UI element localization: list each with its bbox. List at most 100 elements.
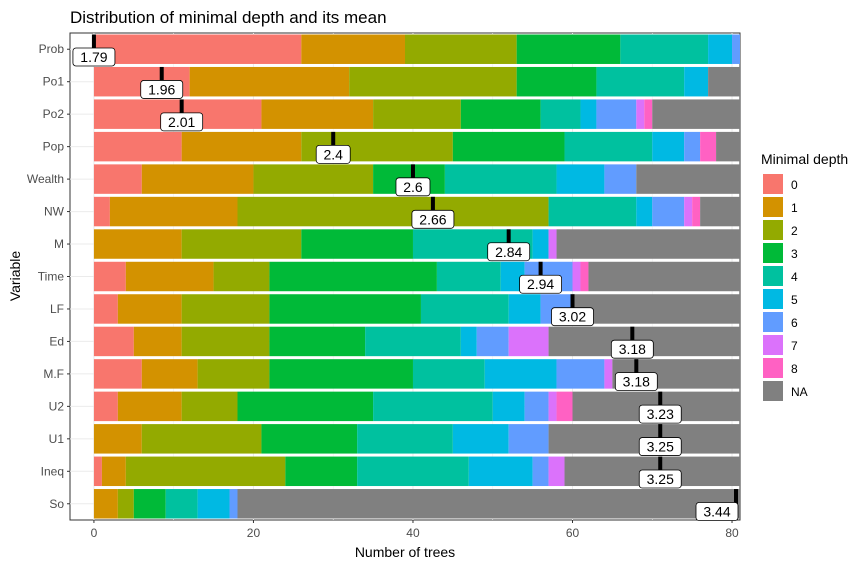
bar-segment-u1-depth-4	[357, 424, 453, 454]
bar-segment-u1-depth-5	[452, 424, 509, 454]
bar-segment-m-f-depth-5	[484, 359, 557, 389]
bar-segment-m-depth-3	[301, 229, 413, 259]
bar-segment-time-depth-1	[125, 261, 214, 292]
bar-segment-prob-depth-5	[708, 34, 733, 64]
legend-label-4: 4	[791, 270, 798, 284]
bar-segment-ineq-depth-1	[101, 456, 126, 487]
bar-segment-ineq-depth-6	[532, 456, 549, 487]
bar-segment-lf-depth-0	[93, 294, 118, 324]
bar-segment-u2-depth-6	[524, 391, 549, 422]
legend-label-5: 5	[791, 293, 798, 307]
bar-segment-m-f-depth-7	[604, 359, 613, 389]
y-tick-label: U2	[49, 399, 65, 413]
bar-segment-u2-depth-4	[373, 391, 493, 422]
legend-swatch-3	[763, 243, 783, 263]
y-axis-title: Variable	[7, 251, 23, 302]
bar-segment-nw-depth-8	[692, 196, 701, 227]
x-axis-ticks: 0 20 40 60 80	[91, 520, 739, 540]
bar-segment-wealth-depth-6	[604, 164, 637, 194]
mean-label: 2.6	[403, 179, 423, 195]
legend-label-1: 1	[791, 201, 798, 215]
x-axis-title: Number of trees	[355, 544, 455, 560]
bar-segment-time-depth-7	[572, 261, 581, 292]
bar-segment-wealth-depth-na	[636, 164, 740, 194]
bar-segment-m-f-depth-4	[412, 359, 485, 389]
mean-label: 3.25	[647, 471, 674, 487]
x-tick-label: 40	[406, 526, 420, 540]
bar-segment-ed-depth-2	[181, 326, 270, 357]
bar-segment-po1-depth-1	[189, 66, 350, 97]
bar-segment-lf-depth-3	[269, 294, 421, 324]
mean-label-box	[315, 144, 351, 164]
bar-segment-ineq-depth-3	[285, 456, 358, 487]
bar-segment-ed-depth-4	[365, 326, 461, 357]
mean-label-box	[551, 307, 594, 327]
bar-segment-m-f-depth-6	[556, 359, 605, 389]
bar-segment-ineq-depth-7	[548, 456, 565, 487]
legend: Minimal depth 0 1 2 3 4 5 6 7 8 NA	[761, 151, 848, 401]
bar-segment-po1-depth-2	[349, 66, 517, 97]
bar-segment-time-depth-8	[580, 261, 589, 292]
bar-segment-time-depth-2	[213, 261, 270, 292]
bar-segment-u2-depth-0	[93, 391, 118, 422]
bar-segment-po2-depth-1	[261, 99, 374, 129]
legend-label-na: NA	[791, 385, 808, 399]
bar-segment-ineq-depth-4	[357, 456, 469, 487]
bar-segment-m-depth-na	[556, 229, 740, 259]
bar-segment-lf-depth-5	[508, 294, 541, 324]
bar-segment-time-depth-5	[500, 261, 525, 292]
bar-segment-wealth-depth-2	[253, 164, 374, 194]
mean-label: 3.23	[647, 406, 674, 422]
bar-segment-ed-depth-5	[460, 326, 477, 357]
bar-segment-pop-depth-1	[181, 131, 302, 162]
mean-label: 2.66	[419, 211, 446, 227]
legend-swatch-2	[763, 220, 783, 240]
legend-swatch-6	[763, 312, 783, 332]
legend-swatch-5	[763, 289, 783, 309]
chart-title: Distribution of minimal depth and its me…	[70, 8, 387, 27]
bar-segment-nw-depth-7	[684, 196, 693, 227]
bar-segment-ed-depth-7	[508, 326, 549, 357]
x-tick-label: 20	[247, 526, 261, 540]
legend-swatch-1	[763, 197, 783, 217]
bar-segment-po1-depth-5	[684, 66, 709, 97]
bar-segment-time-depth-3	[269, 261, 437, 292]
y-tick-label: M.F	[43, 367, 64, 381]
bar-segment-m-depth-2	[181, 229, 302, 259]
bar-segment-ineq-depth-5	[468, 456, 533, 487]
x-tick-label: 60	[566, 526, 580, 540]
bar-segment-ed-depth-1	[133, 326, 182, 357]
bar-segment-time-depth-0	[93, 261, 126, 292]
bar-segment-lf-depth-1	[117, 294, 182, 324]
bar-segment-po2-depth-7	[636, 99, 645, 129]
bar-segment-wealth-depth-0	[93, 164, 142, 194]
bar-segment-time-depth-4	[436, 261, 501, 292]
y-tick-label: U1	[49, 432, 65, 446]
bar-segment-lf-depth-na	[572, 294, 740, 324]
y-tick-label: Po1	[43, 75, 65, 89]
y-tick-label: Time	[38, 270, 65, 284]
bar-segment-po2-depth-3	[460, 99, 541, 129]
bar-segment-po2-depth-4	[540, 99, 581, 129]
bar-segment-m-depth-1	[93, 229, 182, 259]
bar-segment-time-depth-na	[588, 261, 740, 292]
y-tick-label: Ed	[49, 334, 64, 348]
bar-segment-prob-depth-0	[93, 34, 302, 64]
mean-label: 2.84	[495, 244, 522, 260]
bar-segment-prob-depth-2	[405, 34, 517, 64]
mean-label: 2.01	[168, 114, 195, 130]
bar-segment-lf-depth-2	[181, 294, 270, 324]
bar-segment-ed-depth-0	[93, 326, 134, 357]
bar-segment-so-depth-2	[117, 489, 134, 519]
bar-segment-so-depth-6	[229, 489, 238, 519]
bar-segment-pop-depth-8	[700, 131, 717, 162]
legend-label-7: 7	[791, 339, 798, 353]
bar-segment-pop-depth-5	[652, 131, 685, 162]
bar-segment-u2-depth-1	[117, 391, 182, 422]
bar-segment-po2-depth-2	[373, 99, 461, 129]
bar-segment-ineq-depth-2	[125, 456, 286, 487]
bar-segment-u2-depth-5	[492, 391, 525, 422]
mean-label-box	[614, 372, 658, 392]
mean-label-box	[695, 502, 739, 521]
y-tick-label: LF	[50, 302, 64, 316]
